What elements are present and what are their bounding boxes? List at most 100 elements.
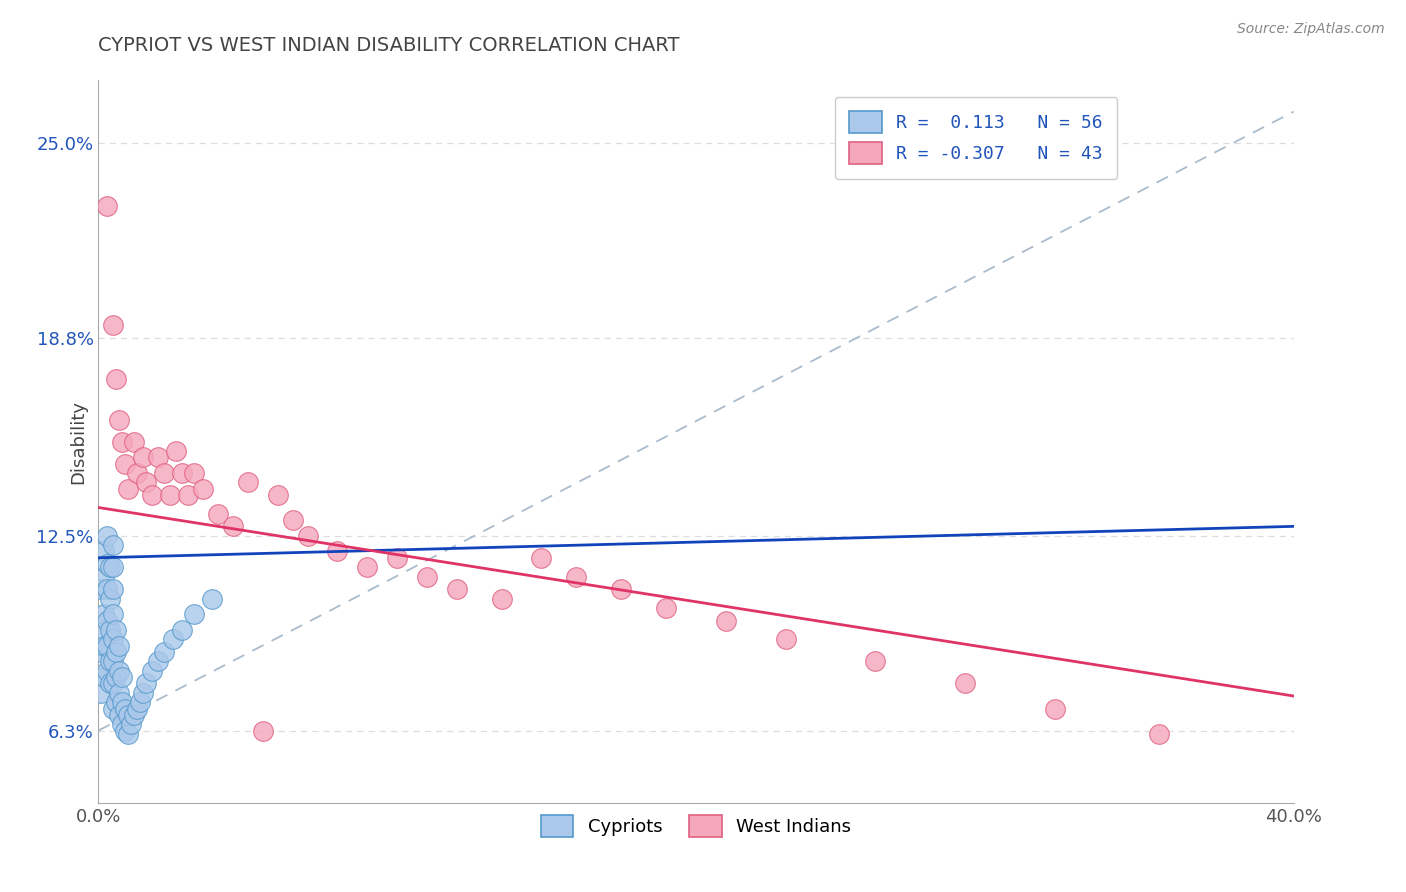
Point [98, 623, 122, 637]
Point [356, 560, 378, 574]
Point [103, 676, 125, 690]
Point [90, 686, 112, 700]
Point [98, 655, 122, 669]
Point [103, 538, 125, 552]
Point [165, 444, 187, 458]
Point [222, 519, 245, 533]
Point [93, 639, 115, 653]
Point [93, 670, 115, 684]
Point [172, 623, 194, 637]
Point [162, 632, 184, 647]
Point [141, 488, 163, 502]
Point [326, 544, 349, 558]
Point [201, 591, 224, 606]
Point [153, 466, 176, 480]
Point [98, 560, 122, 574]
Point [93, 569, 115, 583]
Point [90, 645, 112, 659]
Point [135, 676, 157, 690]
Point [127, 701, 149, 715]
Point [103, 701, 125, 715]
Point [108, 686, 131, 700]
Point [98, 676, 122, 690]
Point [1043, 701, 1066, 715]
Point [120, 717, 142, 731]
Point [385, 550, 409, 565]
Point [108, 639, 131, 653]
Point [172, 466, 194, 480]
Point [714, 614, 737, 628]
Point [105, 372, 128, 386]
Point [103, 318, 125, 333]
Point [103, 607, 125, 622]
Point [114, 701, 136, 715]
Legend: Cypriots, West Indians: Cypriots, West Indians [533, 808, 859, 845]
Point [207, 507, 229, 521]
Point [111, 670, 134, 684]
Point [124, 434, 146, 449]
Point [565, 569, 588, 583]
Point [297, 529, 319, 543]
Point [491, 591, 513, 606]
Point [108, 412, 131, 426]
Point [129, 695, 152, 709]
Point [252, 723, 274, 738]
Point [114, 723, 136, 738]
Point [117, 727, 139, 741]
Point [98, 591, 122, 606]
Point [96, 614, 118, 628]
Point [610, 582, 633, 597]
Point [96, 529, 118, 543]
Point [117, 707, 139, 722]
Text: CYPRIOT VS WEST INDIAN DISABILITY CORRELATION CHART: CYPRIOT VS WEST INDIAN DISABILITY CORREL… [98, 36, 681, 54]
Point [96, 199, 118, 213]
Text: Source: ZipAtlas.com: Source: ZipAtlas.com [1237, 22, 1385, 37]
Point [153, 645, 176, 659]
Point [132, 686, 155, 700]
Point [655, 601, 678, 615]
Point [93, 607, 115, 622]
Point [90, 623, 112, 637]
Point [105, 623, 128, 637]
Point [865, 655, 887, 669]
Point [90, 582, 112, 597]
Point [446, 582, 468, 597]
Point [183, 466, 205, 480]
Point [105, 645, 128, 659]
Point [775, 632, 797, 647]
Point [105, 695, 128, 709]
Point [96, 557, 118, 571]
Point [127, 466, 149, 480]
Point [105, 670, 128, 684]
Point [281, 513, 304, 527]
Point [93, 544, 115, 558]
Point [953, 676, 976, 690]
Point [1147, 727, 1170, 741]
Point [530, 550, 553, 565]
Point [111, 717, 134, 731]
Y-axis label: Disability: Disability [69, 400, 87, 483]
Point [103, 582, 125, 597]
Point [236, 475, 259, 490]
Point [183, 607, 205, 622]
Point [111, 434, 134, 449]
Point [96, 639, 118, 653]
Point [148, 450, 170, 465]
Point [103, 632, 125, 647]
Point [111, 695, 134, 709]
Point [148, 655, 170, 669]
Point [267, 488, 290, 502]
Point [141, 664, 163, 678]
Point [132, 450, 155, 465]
Point [96, 582, 118, 597]
Point [114, 457, 136, 471]
Point [103, 655, 125, 669]
Point [191, 482, 214, 496]
Point [416, 569, 439, 583]
Point [159, 488, 181, 502]
Point [135, 475, 157, 490]
Point [117, 482, 139, 496]
Point [96, 664, 118, 678]
Point [108, 664, 131, 678]
Point [177, 488, 200, 502]
